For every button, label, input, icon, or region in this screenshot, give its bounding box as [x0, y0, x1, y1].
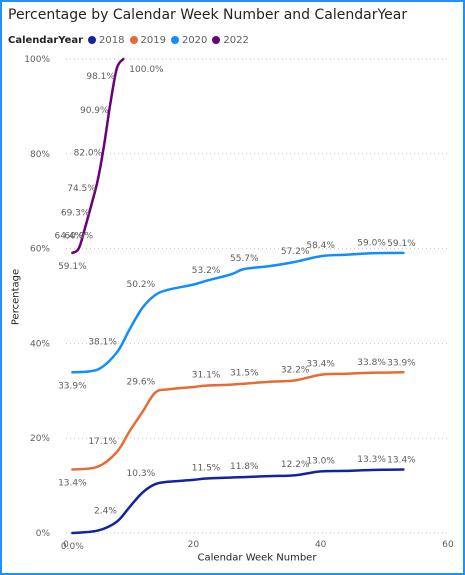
data-label: 57.2%	[281, 247, 310, 257]
legend-marker	[170, 36, 179, 44]
data-label: 53.2%	[192, 266, 221, 276]
y-tick-label: 100%	[24, 55, 50, 65]
data-label: 0.0%	[61, 542, 84, 552]
data-label: 13.0%	[306, 456, 335, 466]
legend: CalendarYear 2018 2019 2020 2022	[8, 33, 254, 47]
y-tick-labels: 0% 20% 40% 60% 80% 100%	[24, 55, 50, 539]
legend-items: 2018 2019 2020 2022	[88, 35, 254, 46]
data-label: 74.5%	[67, 184, 96, 194]
x-axis-label: Calendar Week Number	[197, 552, 317, 564]
data-label: 50.2%	[127, 280, 156, 290]
legend-item-2022[interactable]: 2022	[212, 34, 249, 46]
x-tick-label: 20	[188, 540, 200, 550]
x-tick-label: 40	[315, 540, 327, 550]
data-label: 13.4%	[58, 478, 87, 488]
data-label: 29.6%	[127, 378, 156, 388]
y-tick-label: 60%	[30, 245, 50, 255]
x-tick-label: 0	[63, 540, 69, 550]
data-labels: 0.0%2.4%10.3%11.5% 11.8% 12.2%13.0% 13.3% 13…	[55, 65, 417, 552]
legend-marker	[129, 36, 138, 44]
y-tick-label: 0%	[36, 529, 51, 539]
data-label: 33.8%	[357, 358, 386, 368]
y-tick-label: 40%	[30, 339, 50, 349]
y-tick-label: 20%	[30, 434, 50, 444]
y-tick-label: 80%	[30, 150, 50, 160]
data-label: 64.4%	[55, 232, 84, 242]
legend-label: 2018	[99, 34, 125, 46]
data-label: 69.3%	[61, 209, 90, 219]
series-lines	[71, 57, 405, 535]
legend-marker	[212, 36, 221, 44]
data-label: 38.1%	[88, 337, 117, 347]
chart-title: Percentage by Calendar Week Number and C…	[8, 7, 408, 23]
data-label: 2.4%	[94, 507, 117, 517]
data-label: 13.3%	[357, 455, 386, 465]
legend-label: 2022	[223, 34, 249, 46]
legend-item-2019[interactable]: 2019	[129, 34, 166, 46]
legend-item-2018[interactable]: 2018	[88, 34, 125, 46]
data-label: 82.0%	[74, 148, 103, 158]
series-line-2019	[71, 371, 405, 471]
data-label: 33.9%	[387, 358, 416, 368]
x-tick-labels: 0 20 40 60	[63, 540, 454, 550]
series-line-2020	[71, 251, 405, 374]
data-label: 12.2%	[281, 460, 310, 470]
data-label: 13.4%	[387, 455, 416, 465]
data-label: 55.7%	[230, 254, 259, 264]
x-tick-label: 60	[442, 540, 454, 550]
data-label: 31.5%	[230, 369, 259, 379]
data-label: 60.0%	[64, 232, 93, 242]
data-label: 11.8%	[230, 462, 259, 472]
legend-label: 2019	[140, 34, 166, 46]
series-line-2018	[71, 468, 405, 535]
data-label: 100.0%	[129, 65, 164, 75]
legend-label: 2020	[181, 34, 208, 46]
y-axis-label: Percentage	[10, 268, 22, 326]
data-label: 59.1%	[387, 239, 416, 249]
data-label: 10.3%	[127, 469, 156, 479]
data-label: 17.1%	[88, 437, 117, 447]
data-label: 32.2%	[281, 365, 310, 375]
data-label: 33.9%	[58, 381, 87, 391]
data-label: 90.9%	[80, 106, 109, 116]
data-label: 11.5%	[192, 463, 221, 473]
data-label: 98.1%	[86, 72, 115, 82]
data-label: 31.1%	[192, 371, 221, 381]
series-line-2022	[71, 57, 125, 255]
legend-title: CalendarYear	[8, 34, 84, 46]
data-label: 59.0%	[357, 238, 386, 248]
data-label: 59.1%	[58, 262, 87, 272]
data-label: 33.4%	[306, 360, 335, 370]
legend-marker	[88, 36, 97, 44]
data-label: 58.4%	[306, 241, 335, 251]
legend-item-2020[interactable]: 2020	[170, 34, 208, 46]
